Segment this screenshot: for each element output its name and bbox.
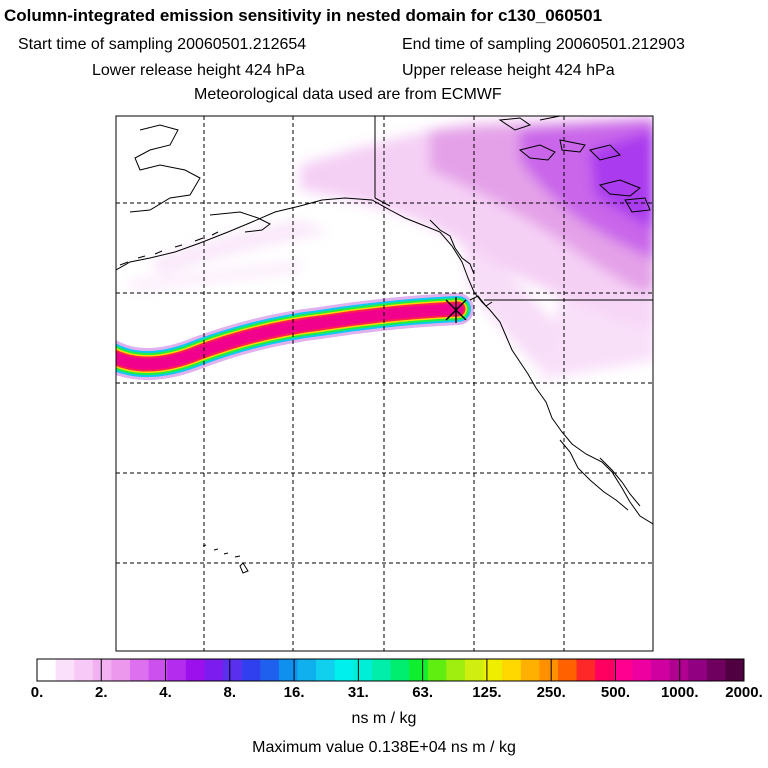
colorbar-swatch	[297, 659, 317, 681]
colorbar-swatch	[725, 659, 745, 681]
colorbar-swatch	[167, 659, 187, 681]
release-point-marker	[445, 297, 467, 323]
colorbar-swatch	[539, 659, 559, 681]
colorbar-swatch	[613, 659, 633, 681]
start-time-text: Start time of sampling 20060501.212654	[18, 36, 307, 53]
colorbar-swatch	[371, 659, 391, 681]
colorbar-swatch	[390, 659, 410, 681]
colorbar-swatch	[353, 659, 373, 681]
colorbar-tick-label: 0.	[30, 684, 44, 701]
colorbar-units: ns m / kg	[351, 710, 417, 727]
end-time-text: End time of sampling 20060501.212903	[402, 36, 685, 53]
colorbar-tick-label: 31.	[347, 684, 369, 701]
transport-plume	[116, 293, 474, 380]
colorbar-swatch	[650, 659, 671, 681]
colorbar-swatch	[223, 659, 243, 681]
colorbar-swatch	[557, 659, 578, 681]
colorbar-tick-label: 500.	[600, 684, 631, 701]
colorbar-swatch	[632, 659, 652, 681]
lower-release-height-text: Lower release height 424 hPa	[92, 62, 305, 79]
colorbar-tick-label: 125.	[472, 684, 502, 701]
colorbar-swatch	[669, 659, 689, 681]
map-frame	[115, 115, 654, 652]
colorbar-tick-label: 2.	[95, 684, 108, 701]
colorbar-swatch	[111, 659, 131, 681]
colorbar-swatch	[92, 659, 112, 681]
colorbar-tick-label: 8.	[223, 684, 237, 701]
colorbar-swatch	[37, 659, 57, 681]
colorbar-swatch	[334, 659, 354, 681]
colorbar-swatch	[502, 659, 522, 681]
colorbar-swatch	[204, 659, 224, 681]
colorbar-swatch	[278, 659, 298, 681]
colorbar-swatch	[409, 659, 429, 681]
colorbar-swatch	[148, 659, 168, 681]
colorbar-swatch	[576, 659, 596, 681]
colorbar-tick-label: 63.	[412, 684, 434, 701]
colorbar-swatch	[241, 659, 261, 681]
plot-title: Column-integrated emission sensitivity i…	[4, 6, 603, 25]
colorbar-swatch	[688, 659, 708, 681]
colorbar-tick-label: 4.	[159, 684, 172, 701]
met-data-text: Meteorological data used are from ECMWF	[194, 86, 502, 103]
colorbar-swatch	[446, 659, 466, 681]
colorbar-swatch	[520, 659, 540, 681]
colorbar-tick-label: 1000.	[660, 684, 699, 701]
maximum-value-text: Maximum value 0.138E+04 ns m / kg	[252, 739, 516, 756]
colorbar-tick-label: 250.	[536, 684, 566, 701]
colorbar-swatch	[260, 659, 280, 681]
colorbar-swatch	[316, 659, 336, 681]
colorbar-swatch	[185, 659, 205, 681]
colorbar-swatch	[427, 659, 447, 681]
colorbar-swatch	[464, 659, 485, 681]
colorbar-tick-label: 2000.	[725, 684, 763, 701]
colorbar-swatch	[483, 659, 503, 681]
upper-release-height-text: Upper release height 424 hPa	[402, 62, 615, 79]
borders	[374, 116, 653, 301]
lat-lon-grid	[116, 116, 653, 651]
sensitivity-field	[116, 116, 653, 574]
colorbar-swatch	[130, 659, 150, 681]
colorbar-swatch	[706, 659, 726, 681]
colorbar-swatch	[595, 659, 615, 681]
colorbar-swatch	[55, 659, 75, 681]
colorbar-swatch	[74, 659, 94, 681]
colorbar	[36, 658, 745, 682]
colorbar-tick-label: 16.	[283, 684, 305, 701]
